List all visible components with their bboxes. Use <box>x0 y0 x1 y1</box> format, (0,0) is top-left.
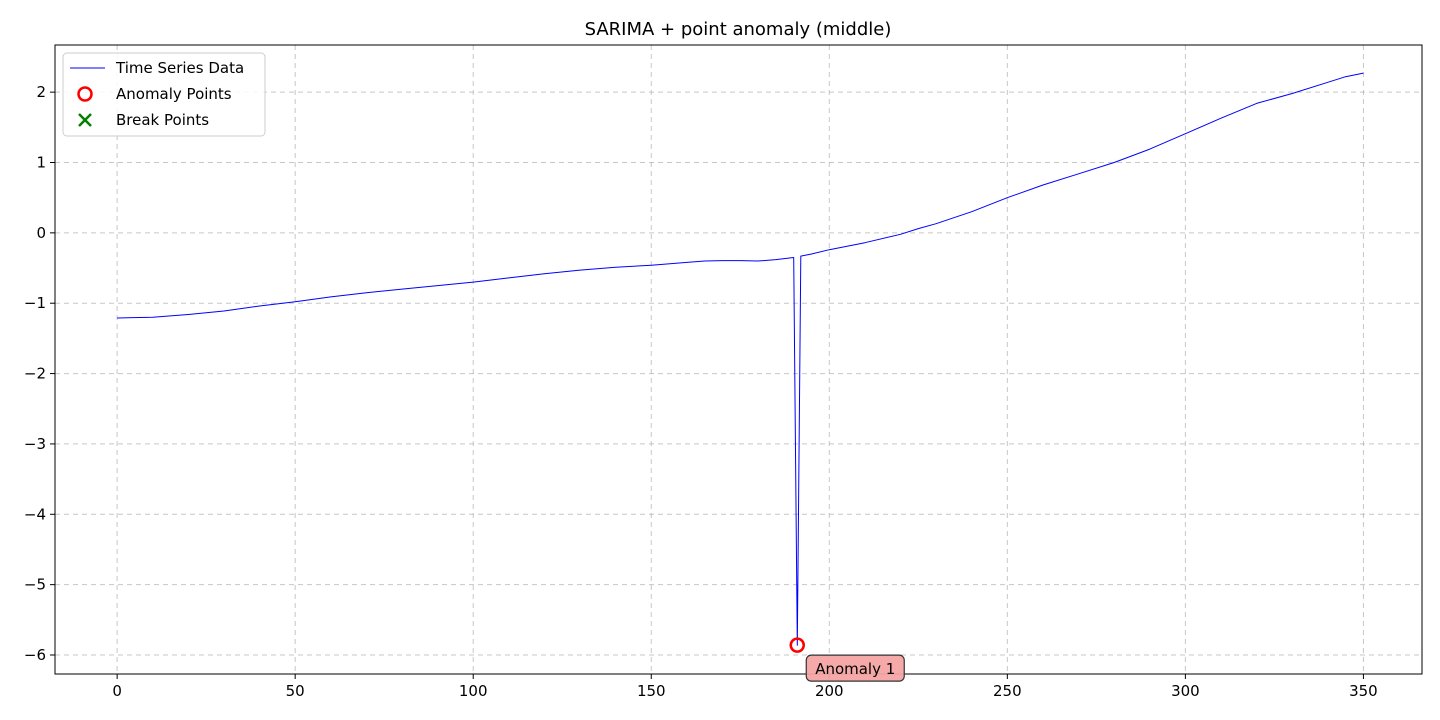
series-line-time-series <box>117 72 1364 646</box>
y-tick-label: 2 <box>36 83 46 101</box>
y-tick-label: −6 <box>24 646 46 664</box>
x-tick-label: 100 <box>459 682 488 700</box>
grid <box>55 45 1422 674</box>
x-tick-label: 50 <box>286 682 305 700</box>
x-tick-label: 0 <box>112 682 122 700</box>
annotations: Anomaly 1 <box>805 654 905 682</box>
legend-label: Break Points <box>116 111 209 129</box>
plot-frame <box>54 44 1423 675</box>
y-tick-label: −4 <box>24 505 46 523</box>
chart-title: SARIMA + point anomaly (middle) <box>585 19 892 40</box>
y-tick-label: −1 <box>24 294 46 312</box>
axes-ticks: 0 50 100 150 200 250 300 350 −6 −5 −4 −3 −2 −1 0 1 2 <box>24 83 1378 700</box>
legend-entry: Anomaly Points <box>77 85 232 103</box>
x-tick-label: 350 <box>1349 682 1378 700</box>
legend-frame <box>62 52 266 137</box>
annotation-box: Anomaly 1 <box>805 654 905 682</box>
x-tick-label: 250 <box>993 682 1022 700</box>
legend-entry: Break Points <box>78 111 209 129</box>
legend-entry: Time Series Data <box>70 59 244 77</box>
legend-swatch-x <box>78 113 92 127</box>
legend-swatch-circle <box>77 86 93 102</box>
y-tick-label: −2 <box>24 365 46 383</box>
y-tick-label: 0 <box>36 224 46 242</box>
y-tick-label: 1 <box>36 153 46 171</box>
legend-label: Time Series Data <box>115 59 244 77</box>
x-tick-label: 150 <box>637 682 666 700</box>
annotation-label: Anomaly 1 <box>815 660 895 678</box>
legend-label: Anomaly Points <box>116 85 232 103</box>
plot-area <box>117 72 1364 653</box>
annotation-background <box>805 654 905 682</box>
x-tick-label: 200 <box>815 682 844 700</box>
x-tick-label: 300 <box>1171 682 1200 700</box>
y-tick-label: −3 <box>24 435 46 453</box>
legend: Time Series Data Anomaly Points Break Poin… <box>62 52 266 137</box>
y-tick-label: −5 <box>24 576 46 594</box>
anomaly-point <box>789 637 806 653</box>
